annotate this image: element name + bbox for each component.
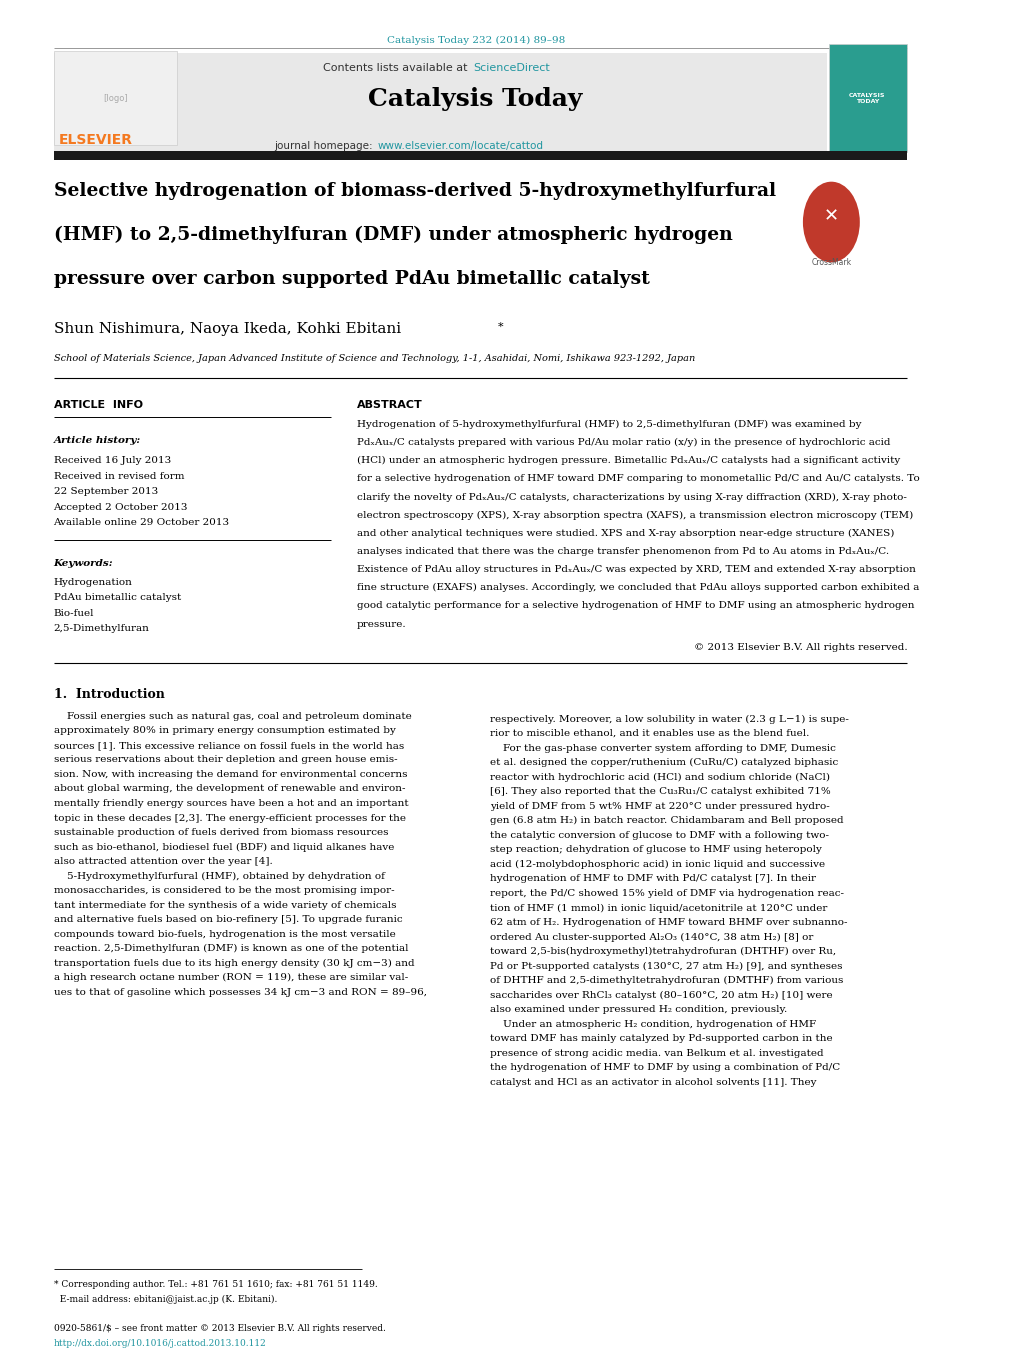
Text: also examined under pressured H₂ condition, previously.: also examined under pressured H₂ conditi… — [489, 1005, 787, 1015]
Text: approximately 80% in primary energy consumption estimated by: approximately 80% in primary energy cons… — [54, 727, 395, 735]
Text: Under an atmospheric H₂ condition, hydrogenation of HMF: Under an atmospheric H₂ condition, hydro… — [489, 1020, 815, 1028]
Text: mentally friendly energy sources have been a hot and an important: mentally friendly energy sources have be… — [54, 798, 408, 808]
Text: Bio-fuel: Bio-fuel — [54, 609, 94, 617]
Text: *: * — [497, 322, 502, 331]
Text: Hydrogenation of 5-hydroxymethylfurfural (HMF) to 2,5-dimethylfuran (DMF) was ex: Hydrogenation of 5-hydroxymethylfurfural… — [357, 420, 861, 430]
Text: Selective hydrogenation of biomass-derived 5-hydroxymethylfurfural: Selective hydrogenation of biomass-deriv… — [54, 181, 774, 200]
Text: tion of HMF (1 mmol) in ionic liquid/acetonitrile at 120°C under: tion of HMF (1 mmol) in ionic liquid/ace… — [489, 904, 826, 912]
Text: E-mail address: ebitani@jaist.ac.jp (K. Ebitani).: E-mail address: ebitani@jaist.ac.jp (K. … — [54, 1294, 277, 1304]
Text: sion. Now, with increasing the demand for environmental concerns: sion. Now, with increasing the demand fo… — [54, 770, 407, 780]
Text: For the gas-phase converter system affording to DMF, Dumesic: For the gas-phase converter system affor… — [489, 743, 835, 753]
Text: the hydrogenation of HMF to DMF by using a combination of Pd/C: the hydrogenation of HMF to DMF by using… — [489, 1063, 840, 1073]
Text: step reaction; dehydration of glucose to HMF using heteropoly: step reaction; dehydration of glucose to… — [489, 846, 821, 854]
Text: fine structure (EXAFS) analyses. Accordingly, we concluded that PdAu alloys supp: fine structure (EXAFS) analyses. Accordi… — [357, 584, 918, 593]
Bar — [827, 45, 906, 153]
Text: et al. designed the copper/ruthenium (CuRu/C) catalyzed biphasic: et al. designed the copper/ruthenium (Cu… — [489, 758, 838, 767]
Text: ordered Au cluster-supported Al₂O₃ (140°C, 38 atm H₂) [8] or: ordered Au cluster-supported Al₂O₃ (140°… — [489, 932, 812, 942]
Text: Available online 29 October 2013: Available online 29 October 2013 — [54, 517, 229, 527]
Text: [6]. They also reported that the Cu₃Ru₁/C catalyst exhibited 71%: [6]. They also reported that the Cu₃Ru₁/… — [489, 788, 829, 796]
Text: PdAu bimetallic catalyst: PdAu bimetallic catalyst — [54, 593, 180, 603]
Text: hydrogenation of HMF to DMF with Pd/C catalyst [7]. In their: hydrogenation of HMF to DMF with Pd/C ca… — [489, 874, 815, 884]
Text: Received 16 July 2013: Received 16 July 2013 — [54, 457, 170, 465]
Bar — [54, 151, 906, 161]
Text: about global warming, the development of renewable and environ-: about global warming, the development of… — [54, 785, 405, 793]
Text: ABSTRACT: ABSTRACT — [357, 400, 423, 409]
Text: 5-Hydroxymethylfurfural (HMF), obtained by dehydration of: 5-Hydroxymethylfurfural (HMF), obtained … — [54, 871, 384, 881]
Text: tant intermediate for the synthesis of a wide variety of chemicals: tant intermediate for the synthesis of a… — [54, 901, 395, 909]
Text: good catalytic performance for a selective hydrogenation of HMF to DMF using an : good catalytic performance for a selecti… — [357, 601, 914, 611]
Text: Shun Nishimura, Naoya Ikeda, Kohki Ebitani: Shun Nishimura, Naoya Ikeda, Kohki Ebita… — [54, 322, 400, 335]
Text: 22 September 2013: 22 September 2013 — [54, 488, 158, 496]
Text: [logo]: [logo] — [103, 93, 127, 103]
Text: School of Materials Science, Japan Advanced Institute of Science and Technology,: School of Materials Science, Japan Advan… — [54, 354, 694, 363]
Text: for a selective hydrogenation of HMF toward DMF comparing to monometallic Pd/C a: for a selective hydrogenation of HMF tow… — [357, 474, 919, 484]
Text: (HCl) under an atmospheric hydrogen pressure. Bimetallic PdₓAuₓ/C catalysts had : (HCl) under an atmospheric hydrogen pres… — [357, 457, 900, 465]
Text: Contents lists available at: Contents lists available at — [323, 63, 471, 73]
Text: ARTICLE  INFO: ARTICLE INFO — [54, 400, 143, 409]
Text: yield of DMF from 5 wt% HMF at 220°C under pressured hydro-: yield of DMF from 5 wt% HMF at 220°C und… — [489, 801, 828, 811]
Text: CATALYSIS
TODAY: CATALYSIS TODAY — [849, 93, 884, 104]
Text: Fossil energies such as natural gas, coal and petroleum dominate: Fossil energies such as natural gas, coa… — [54, 712, 411, 721]
Text: presence of strong acidic media. van Belkum et al. investigated: presence of strong acidic media. van Bel… — [489, 1048, 822, 1058]
Text: a high research octane number (RON = 119), these are similar val-: a high research octane number (RON = 119… — [54, 973, 408, 982]
Text: such as bio-ethanol, biodiesel fuel (BDF) and liquid alkanes have: such as bio-ethanol, biodiesel fuel (BDF… — [54, 843, 393, 851]
Text: ues to that of gasoline which possesses 34 kJ cm−3 and RON = 89–96,: ues to that of gasoline which possesses … — [54, 988, 426, 997]
Bar — [54, 53, 825, 153]
Text: pressure over carbon supported PdAu bimetallic catalyst: pressure over carbon supported PdAu bime… — [54, 270, 649, 289]
Text: Accepted 2 October 2013: Accepted 2 October 2013 — [54, 503, 187, 512]
Text: toward DMF has mainly catalyzed by Pd-supported carbon in the: toward DMF has mainly catalyzed by Pd-su… — [489, 1034, 832, 1043]
Text: Pd or Pt-supported catalysts (130°C, 27 atm H₂) [9], and syntheses: Pd or Pt-supported catalysts (130°C, 27 … — [489, 962, 842, 970]
Bar — [54, 51, 176, 146]
Text: pressure.: pressure. — [357, 620, 407, 628]
Text: catalyst and HCl as an activator in alcohol solvents [11]. They: catalyst and HCl as an activator in alco… — [489, 1078, 815, 1086]
Text: 62 atm of H₂. Hydrogenation of HMF toward BHMF over subnanno-: 62 atm of H₂. Hydrogenation of HMF towar… — [489, 917, 847, 927]
Text: also attracted attention over the year [4].: also attracted attention over the year [… — [54, 857, 272, 866]
Text: Catalysis Today 232 (2014) 89–98: Catalysis Today 232 (2014) 89–98 — [386, 36, 565, 46]
Text: ✕: ✕ — [823, 208, 838, 226]
Text: toward 2,5-bis(hydroxymethyl)tetrahydrofuran (DHTHF) over Ru,: toward 2,5-bis(hydroxymethyl)tetrahydrof… — [489, 947, 836, 957]
Text: ScienceDirect: ScienceDirect — [473, 63, 549, 73]
Text: serious reservations about their depletion and green house emis-: serious reservations about their depleti… — [54, 755, 396, 765]
Text: (HMF) to 2,5-dimethylfuran (DMF) under atmospheric hydrogen: (HMF) to 2,5-dimethylfuran (DMF) under a… — [54, 226, 732, 245]
Text: compounds toward bio-fuels, hydrogenation is the most versatile: compounds toward bio-fuels, hydrogenatio… — [54, 929, 395, 939]
Text: CrossMark: CrossMark — [810, 258, 851, 267]
Text: 2,5-Dimethylfuran: 2,5-Dimethylfuran — [54, 624, 150, 634]
Text: rior to miscible ethanol, and it enables use as the blend fuel.: rior to miscible ethanol, and it enables… — [489, 730, 808, 738]
Text: Existence of PdAu alloy structures in PdₓAuₓ/C was expected by XRD, TEM and exte: Existence of PdAu alloy structures in Pd… — [357, 565, 915, 574]
Text: the catalytic conversion of glucose to DMF with a following two-: the catalytic conversion of glucose to D… — [489, 831, 828, 840]
Text: analyses indicated that there was the charge transfer phenomenon from Pd to Au a: analyses indicated that there was the ch… — [357, 547, 889, 557]
Text: of DHTHF and 2,5-dimethyltetrahydrofuran (DMTHF) from various: of DHTHF and 2,5-dimethyltetrahydrofuran… — [489, 975, 843, 985]
Text: reactor with hydrochloric acid (HCl) and sodium chloride (NaCl): reactor with hydrochloric acid (HCl) and… — [489, 773, 829, 782]
Text: Article history:: Article history: — [54, 436, 141, 444]
Text: sources [1]. This excessive reliance on fossil fuels in the world has: sources [1]. This excessive reliance on … — [54, 740, 404, 750]
Text: sustainable production of fuels derived from biomass resources: sustainable production of fuels derived … — [54, 828, 387, 838]
Text: clarify the novelty of PdₓAuₓ/C catalysts, characterizations by using X-ray diff: clarify the novelty of PdₓAuₓ/C catalyst… — [357, 493, 906, 501]
Text: http://dx.doi.org/10.1016/j.cattod.2013.10.112: http://dx.doi.org/10.1016/j.cattod.2013.… — [54, 1339, 266, 1348]
Text: www.elsevier.com/locate/cattod: www.elsevier.com/locate/cattod — [378, 142, 543, 151]
Text: saccharides over RhCl₃ catalyst (80–160°C, 20 atm H₂) [10] were: saccharides over RhCl₃ catalyst (80–160°… — [489, 990, 832, 1000]
Circle shape — [802, 181, 859, 262]
Text: gen (6.8 atm H₂) in batch reactor. Chidambaram and Bell proposed: gen (6.8 atm H₂) in batch reactor. Chida… — [489, 816, 843, 825]
Text: Keywords:: Keywords: — [54, 559, 113, 567]
Text: monosaccharides, is considered to be the most promising impor-: monosaccharides, is considered to be the… — [54, 886, 393, 896]
Text: PdₓAuₓ/C catalysts prepared with various Pd/Au molar ratio (x/y) in the presence: PdₓAuₓ/C catalysts prepared with various… — [357, 438, 890, 447]
Text: report, the Pd/C showed 15% yield of DMF via hydrogenation reac-: report, the Pd/C showed 15% yield of DMF… — [489, 889, 843, 898]
Text: electron spectroscopy (XPS), X-ray absorption spectra (XAFS), a transmission ele: electron spectroscopy (XPS), X-ray absor… — [357, 511, 912, 520]
Text: ELSEVIER: ELSEVIER — [58, 132, 132, 147]
Text: acid (12-molybdophosphoric acid) in ionic liquid and successive: acid (12-molybdophosphoric acid) in ioni… — [489, 859, 824, 869]
Text: 0920-5861/$ – see front matter © 2013 Elsevier B.V. All rights reserved.: 0920-5861/$ – see front matter © 2013 El… — [54, 1324, 385, 1333]
Text: * Corresponding author. Tel.: +81 761 51 1610; fax: +81 761 51 1149.: * Corresponding author. Tel.: +81 761 51… — [54, 1279, 377, 1289]
Text: Received in revised form: Received in revised form — [54, 471, 183, 481]
Text: © 2013 Elsevier B.V. All rights reserved.: © 2013 Elsevier B.V. All rights reserved… — [693, 643, 906, 653]
Text: reaction. 2,5-Dimethylfuran (DMF) is known as one of the potential: reaction. 2,5-Dimethylfuran (DMF) is kno… — [54, 944, 408, 954]
Text: topic in these decades [2,3]. The energy-efficient processes for the: topic in these decades [2,3]. The energy… — [54, 813, 406, 823]
Text: journal homepage:: journal homepage: — [274, 142, 376, 151]
Text: 1.  Introduction: 1. Introduction — [54, 688, 164, 701]
Text: Catalysis Today: Catalysis Today — [368, 88, 582, 112]
Text: respectively. Moreover, a low solubility in water (2.3 g L−1) is supe-: respectively. Moreover, a low solubility… — [489, 715, 848, 724]
Text: transportation fuels due to its high energy density (30 kJ cm−3) and: transportation fuels due to its high ene… — [54, 959, 414, 967]
Text: and alternative fuels based on bio-refinery [5]. To upgrade furanic: and alternative fuels based on bio-refin… — [54, 915, 401, 924]
Text: and other analytical techniques were studied. XPS and X-ray absorption near-edge: and other analytical techniques were stu… — [357, 528, 894, 538]
Text: Hydrogenation: Hydrogenation — [54, 578, 132, 586]
